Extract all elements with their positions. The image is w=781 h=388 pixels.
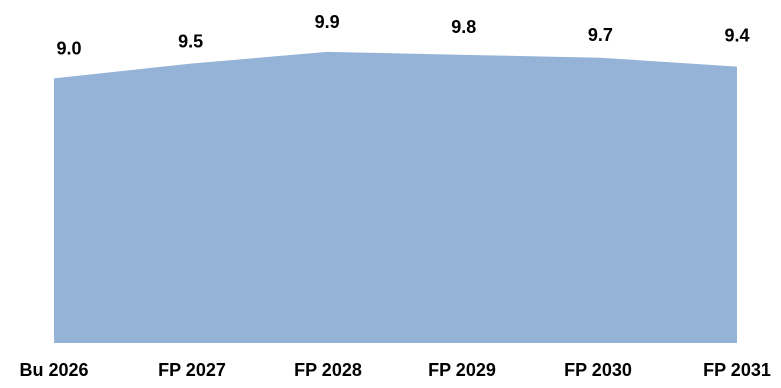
data-label: 9.4 xyxy=(724,26,749,46)
x-tick-label: Bu 2026 xyxy=(19,360,88,380)
x-tick-label: FP 2030 xyxy=(564,360,632,380)
area-series xyxy=(54,52,737,343)
area-layer xyxy=(54,52,737,343)
data-label: 9.5 xyxy=(178,32,203,52)
x-tick-label: FP 2028 xyxy=(294,360,362,380)
data-label: 9.0 xyxy=(56,38,81,58)
data-label-layer: 9.0 9.5 9.9 9.8 9.7 9.4 xyxy=(56,12,749,58)
x-tick-label: FP 2031 xyxy=(703,360,771,380)
x-axis-tick-layer: Bu 2026 FP 2027 FP 2028 FP 2029 FP 2030 FP 20… xyxy=(19,360,770,380)
data-label: 9.9 xyxy=(315,12,340,32)
data-label: 9.8 xyxy=(451,17,476,37)
x-tick-label: FP 2027 xyxy=(158,360,226,380)
x-tick-label: FP 2029 xyxy=(428,360,496,380)
data-label: 9.7 xyxy=(588,25,613,45)
